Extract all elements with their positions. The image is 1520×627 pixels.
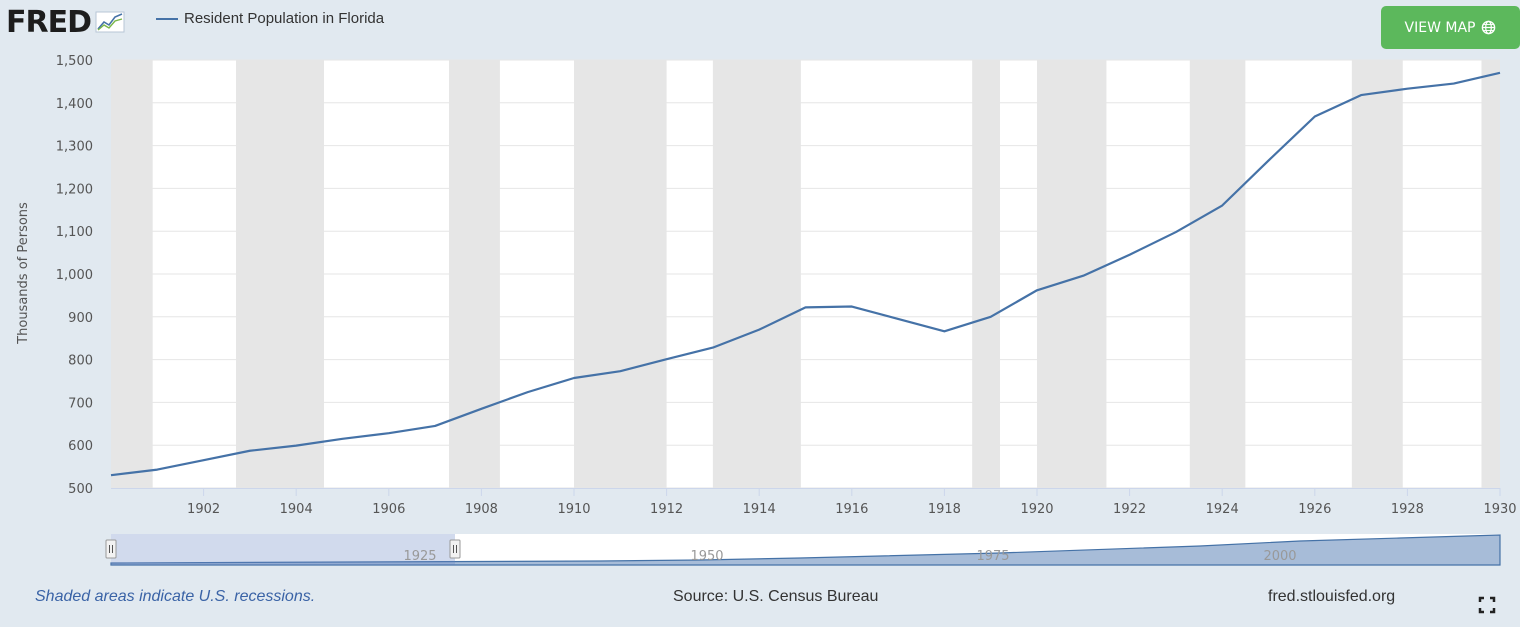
data-point[interactable] [985,311,997,323]
y-tick-label: 1,300 [56,140,93,155]
source-note: Source: U.S. Census Bureau [673,588,879,605]
data-point[interactable] [105,469,117,481]
x-tick-label: 1912 [650,502,683,517]
navigator-handle[interactable] [105,539,117,559]
x-tick-label: 1906 [372,502,405,517]
chart-legend[interactable]: Resident Population in Florida [156,10,384,27]
data-point[interactable] [1031,284,1043,296]
data-point[interactable] [707,342,719,354]
data-point[interactable] [800,301,812,313]
data-point[interactable] [1355,89,1367,101]
data-point[interactable] [1448,78,1460,90]
y-tick-label: 1,200 [56,182,93,197]
data-point[interactable] [938,325,950,337]
navigator-handle[interactable] [449,539,461,559]
x-tick-label: 1904 [280,502,313,517]
x-tick-label: 1914 [743,502,776,517]
x-tick-label: 1926 [1298,502,1331,517]
fred-logo[interactable]: FRED [6,2,125,42]
axes: 500 600 700 800 900 1,000 1,100 1,200 1,300 1,400… [56,54,1517,517]
data-point[interactable] [1124,249,1136,261]
navigator-selection[interactable] [111,534,455,565]
data-point[interactable] [661,353,673,365]
x-tick-label: 1910 [557,502,590,517]
x-tick-label: 1908 [465,502,498,517]
y-tick-label: 700 [68,396,93,411]
y-tick-label: 1,400 [56,97,93,112]
data-point[interactable] [429,420,441,432]
data-point[interactable] [1263,155,1275,167]
navigator-year-label: 2000 [1263,549,1296,564]
data-point[interactable] [1077,270,1089,282]
x-tick-label: 1928 [1391,502,1424,517]
y-tick-label: 1,000 [56,268,93,283]
data-point[interactable] [475,403,487,415]
y-tick-label: 900 [68,311,93,326]
data-point[interactable] [1494,67,1506,79]
chart-header: FRED Resident Population in Florida VIEW… [0,0,1520,50]
data-point[interactable] [614,365,626,377]
series-layer[interactable] [105,67,1506,481]
x-tick-label: 1916 [835,502,868,517]
data-point[interactable] [151,464,163,476]
view-map-label: VIEW MAP [1404,19,1476,36]
fullscreen-icon[interactable] [1478,596,1496,614]
data-point[interactable] [522,386,534,398]
range-navigator[interactable]: 1925 1950 1975 2000 [105,534,1501,566]
y-tick-label: 600 [68,439,93,454]
y-tick-label: 500 [68,482,93,497]
x-tick-label: 1922 [1113,502,1146,517]
logo-text: FRED [6,4,92,40]
series-line[interactable] [110,71,1501,477]
y-axis-title: Thousands of Persons [16,202,31,345]
globe-icon [1482,20,1496,35]
navigator-year-label: 1950 [690,549,723,564]
navigator-series-area [110,534,1501,566]
x-tick-label: 1902 [187,502,220,517]
data-point[interactable] [337,433,349,445]
data-point[interactable] [568,372,580,384]
data-point[interactable] [1170,226,1182,238]
x-tick-label: 1920 [1020,502,1053,517]
site-link[interactable]: fred.stlouisfed.org [1268,588,1396,605]
legend-label: Resident Population in Florida [184,10,385,27]
chart-area[interactable]: 500 600 700 800 900 1,000 1,100 1,200 1,300 1,400… [0,0,1520,580]
x-tick-label: 1924 [1206,502,1239,517]
data-point[interactable] [198,454,210,466]
line-graph-icon [95,11,125,33]
navigator-year-label: 1975 [976,549,1009,564]
data-point[interactable] [846,301,858,313]
view-map-button[interactable]: VIEW MAP [1381,6,1520,49]
data-point[interactable] [892,313,904,325]
recession-note: Shaded areas indicate U.S. recessions. [35,588,316,605]
data-point[interactable] [753,324,765,336]
data-point[interactable] [1401,83,1413,95]
x-tick-label: 1918 [928,502,961,517]
data-point[interactable] [1309,110,1321,122]
y-tick-label: 1,500 [56,54,93,69]
data-point[interactable] [383,427,395,439]
data-point[interactable] [1216,200,1228,212]
data-point[interactable] [290,440,302,452]
navigator-year-label: 1925 [403,549,436,564]
data-point[interactable] [244,445,256,457]
y-tick-label: 800 [68,354,93,369]
x-tick-label: 1930 [1483,502,1516,517]
y-tick-label: 1,100 [56,225,93,240]
legend-swatch [156,17,178,20]
